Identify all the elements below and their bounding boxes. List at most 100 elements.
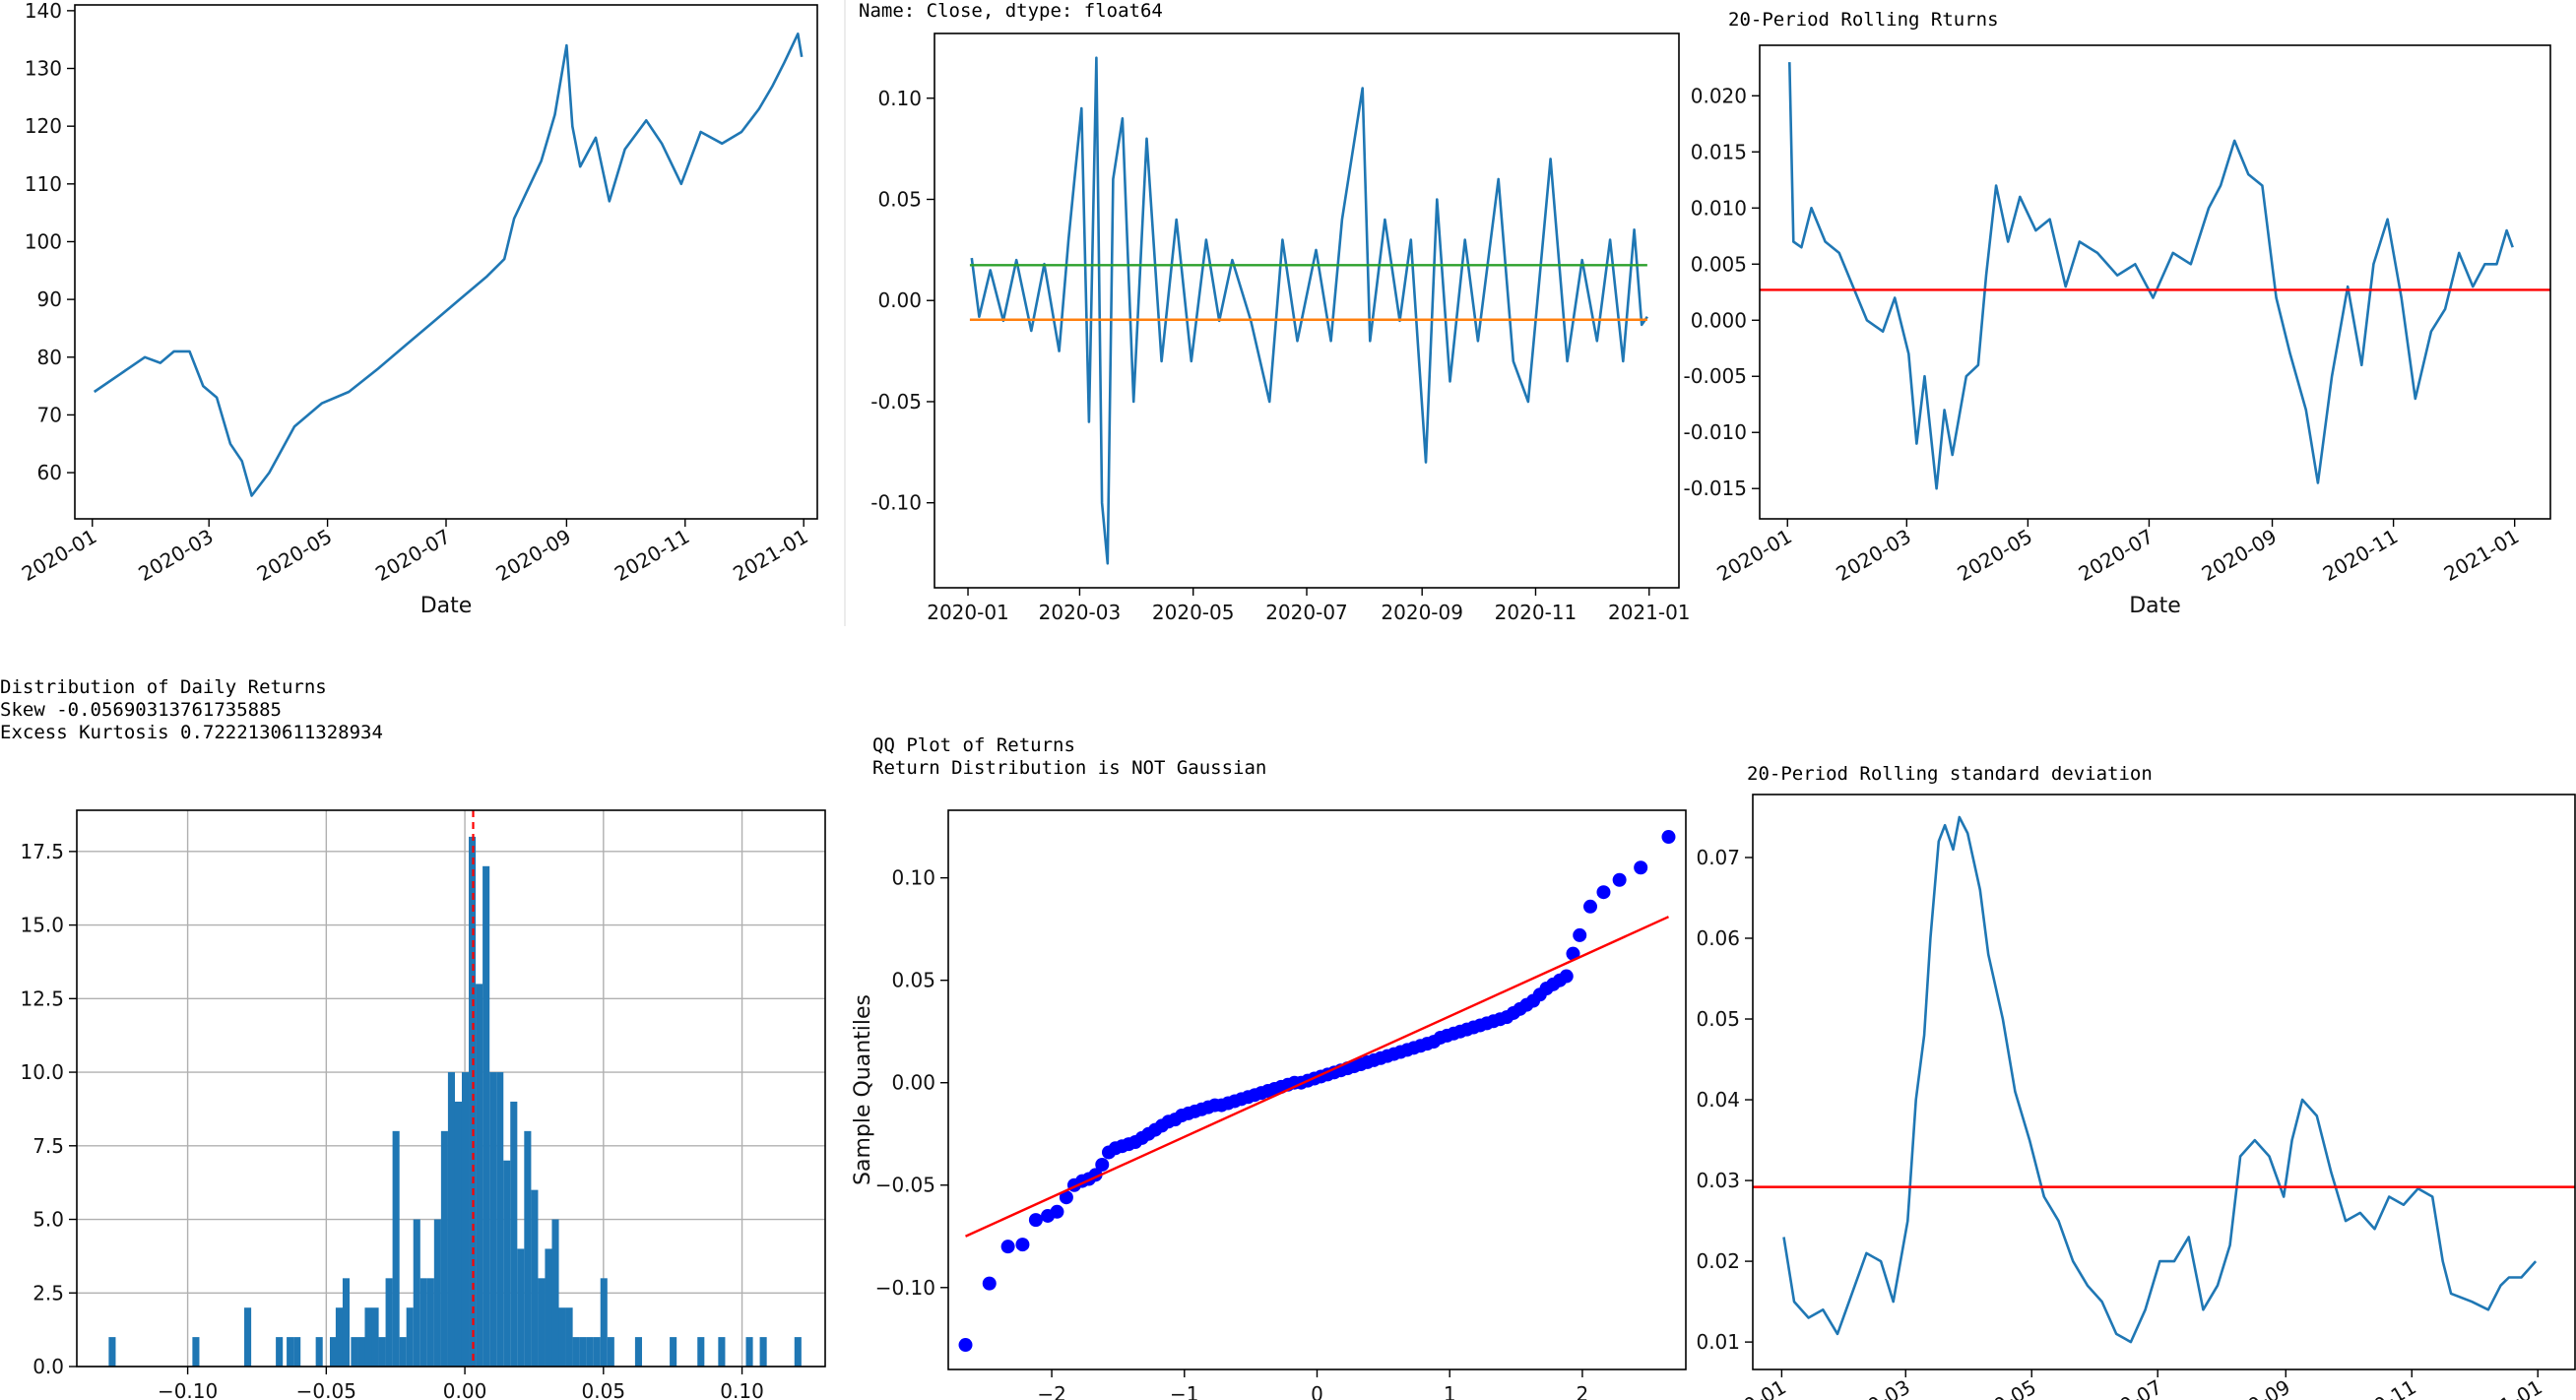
y-tick-label: -0.05 — [870, 390, 922, 414]
series-line — [93, 32, 804, 497]
qq-point — [1095, 1157, 1110, 1172]
histogram-bar — [108, 1337, 116, 1367]
x-tick-label: 0.00 — [443, 1379, 487, 1400]
histogram-bar — [469, 836, 477, 1367]
histogram-bar — [524, 1130, 532, 1367]
x-tick-label: 0.05 — [582, 1379, 626, 1400]
histogram-bar — [794, 1337, 802, 1367]
histogram-bar — [579, 1337, 587, 1367]
histogram-bar — [600, 1278, 608, 1367]
histogram-bar — [406, 1307, 414, 1367]
y-tick-label: 140 — [25, 0, 62, 23]
chart-daily_returns: 2020-01 2020-03 2020-05 2020-07 2020-09 2020-… — [859, 0, 1691, 624]
histogram-bar — [315, 1337, 323, 1367]
qq-point — [1612, 872, 1627, 887]
histogram-bar — [634, 1337, 642, 1367]
histogram-bar — [244, 1307, 252, 1367]
y-tick-label: 0.010 — [1691, 196, 1747, 220]
chart-title-line: Return Distribution is NOT Gaussian — [872, 757, 1266, 779]
chart-title-line: Excess Kurtosis 0.7222130611328934 — [0, 722, 383, 743]
y-tick-label: 130 — [25, 57, 62, 81]
x-tick-label: 2 — [1577, 1382, 1589, 1400]
qq-point — [1583, 899, 1598, 914]
y-tick-label: 0.05 — [1696, 1007, 1740, 1031]
y-tick-label: 110 — [25, 172, 62, 196]
x-tick-label: −2 — [1037, 1382, 1065, 1400]
qq-point — [982, 1276, 997, 1291]
x-tick-label: −0.05 — [296, 1379, 356, 1400]
histogram-bar — [329, 1337, 338, 1367]
qq-point — [1661, 830, 1676, 845]
histogram-bar — [293, 1337, 301, 1367]
y-tick-label: 12.5 — [20, 986, 64, 1010]
histogram-bar — [371, 1307, 379, 1367]
histogram-bar — [447, 1072, 455, 1367]
y-tick-label: 7.5 — [32, 1134, 64, 1158]
histogram-bar — [745, 1337, 753, 1367]
qq-point — [1000, 1240, 1015, 1254]
histogram-bar — [433, 1219, 441, 1367]
y-tick-label: 70 — [37, 403, 62, 426]
histogram-bar — [718, 1337, 726, 1367]
x-tick-label: 2020-01 — [927, 601, 1009, 624]
chart-title-line: Distribution of Daily Returns — [0, 676, 327, 698]
qq-point — [1059, 1190, 1073, 1205]
histogram-bar — [476, 984, 483, 1367]
y-tick-label: 0.06 — [1696, 926, 1740, 950]
y-tick-label: 0.0 — [32, 1355, 64, 1378]
y-tick-label: −0.10 — [875, 1276, 935, 1300]
x-tick-label: 2021-01 — [1608, 601, 1691, 624]
histogram-bar — [192, 1337, 200, 1367]
histogram-bar — [531, 1189, 539, 1367]
x-axis-label: Date — [2129, 594, 2181, 618]
y-tick-label: 15.0 — [20, 914, 64, 937]
y-tick-label: 5.0 — [32, 1208, 64, 1232]
y-axis-label: Sample Quantiles — [851, 994, 875, 1185]
axes-frame — [1752, 794, 2576, 1370]
x-tick-label: 2020-11 — [1495, 601, 1578, 624]
y-tick-label: 0.015 — [1691, 140, 1747, 163]
histogram-bar — [586, 1337, 594, 1367]
histogram-bar — [342, 1278, 351, 1367]
y-tick-label: 0.03 — [1696, 1169, 1740, 1192]
qq-point — [1015, 1238, 1030, 1252]
histogram-bar — [545, 1248, 552, 1367]
x-tick-label: 2020-05 — [1152, 601, 1235, 624]
y-tick-label: 0.01 — [1696, 1330, 1740, 1354]
histogram-bar — [572, 1337, 580, 1367]
y-tick-label: 0.10 — [891, 866, 935, 890]
y-tick-label: 0.000 — [1691, 308, 1747, 332]
histogram-bar — [454, 1101, 463, 1367]
histogram-bar — [392, 1130, 400, 1367]
histogram-bar — [489, 1072, 497, 1367]
y-tick-label: 0.10 — [877, 87, 922, 110]
histogram-bar — [503, 1160, 511, 1367]
y-tick-label: 10.0 — [20, 1060, 64, 1084]
qq-point — [1559, 969, 1574, 984]
x-axis-label: Date — [420, 594, 473, 618]
x-tick-label: 2020-03 — [1039, 601, 1122, 624]
y-tick-label: -0.10 — [870, 491, 922, 515]
histogram-bar — [551, 1219, 559, 1367]
y-tick-label: 0.00 — [877, 288, 922, 312]
y-tick-label: 0.005 — [1691, 252, 1747, 276]
histogram-bar — [483, 865, 490, 1367]
histogram-bar — [496, 1072, 504, 1367]
chart-qq_plot: −2−1012−0.10−0.050.000.050.10Theoretical… — [851, 734, 1687, 1400]
chart-title-line: Name: Close, dtype: float64 — [859, 0, 1163, 22]
x-tick-label: −0.10 — [158, 1379, 218, 1400]
series-line — [1782, 815, 2538, 1344]
histogram-bar — [538, 1278, 546, 1367]
qq-point — [1573, 927, 1587, 942]
histogram-bar — [558, 1307, 566, 1367]
histogram-bar — [419, 1278, 427, 1367]
histogram-bar — [357, 1337, 365, 1367]
x-tick-label: 2020-07 — [1265, 601, 1348, 624]
axes-frame — [76, 809, 826, 1368]
histogram-bar — [440, 1130, 448, 1367]
y-tick-label: -0.015 — [1684, 477, 1747, 500]
y-tick-label: 17.5 — [20, 840, 64, 863]
y-tick-label: 80 — [37, 346, 62, 369]
